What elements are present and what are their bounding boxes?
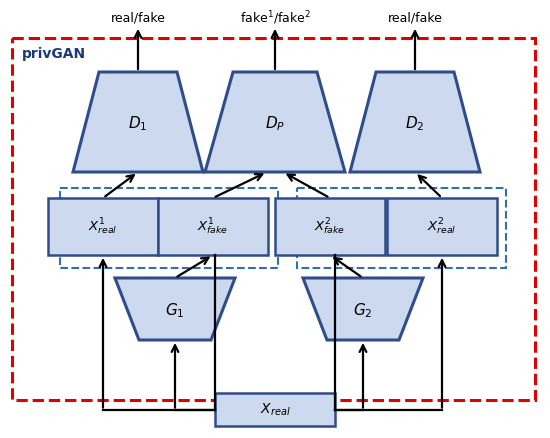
- Bar: [297, 188, 506, 268]
- Bar: [48, 198, 158, 255]
- Text: $X^1_{real}$: $X^1_{real}$: [89, 216, 118, 237]
- Text: $X^2_{real}$: $X^2_{real}$: [427, 216, 456, 237]
- Text: real/fake: real/fake: [388, 11, 442, 25]
- Text: privGAN: privGAN: [22, 47, 86, 61]
- Bar: [60, 188, 278, 268]
- Text: real/fake: real/fake: [111, 11, 166, 25]
- Text: $G_2$: $G_2$: [353, 301, 373, 320]
- Polygon shape: [205, 72, 345, 172]
- Polygon shape: [73, 72, 203, 172]
- Bar: [275, 198, 385, 255]
- Text: $G_1$: $G_1$: [165, 301, 185, 320]
- Text: $X^1_{fake}$: $X^1_{fake}$: [197, 216, 229, 237]
- Text: $D_1$: $D_1$: [128, 115, 148, 133]
- Bar: [158, 198, 268, 255]
- Polygon shape: [303, 278, 423, 340]
- Text: $D_2$: $D_2$: [405, 115, 425, 133]
- Text: $X_{real}$: $X_{real}$: [260, 401, 290, 418]
- Text: $X^2_{fake}$: $X^2_{fake}$: [315, 216, 345, 237]
- Bar: [387, 198, 497, 255]
- Bar: [215, 393, 335, 426]
- Polygon shape: [350, 72, 480, 172]
- Polygon shape: [115, 278, 235, 340]
- Bar: [12, 38, 535, 400]
- Text: $D_P$: $D_P$: [265, 115, 285, 133]
- Text: fake$^1$/fake$^2$: fake$^1$/fake$^2$: [239, 9, 311, 27]
